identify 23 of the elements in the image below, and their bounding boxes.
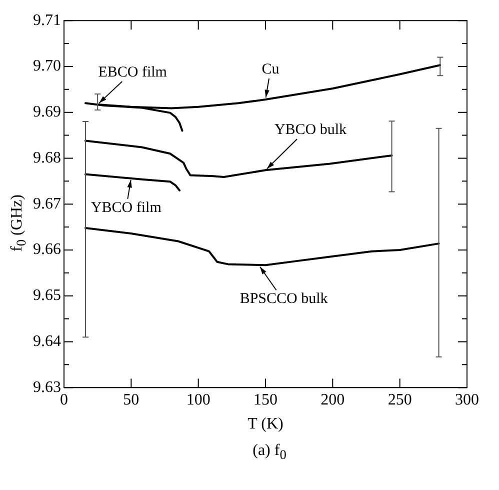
- x-tick-label: 0: [60, 391, 68, 408]
- y-tick-label: 9.63: [33, 378, 61, 396]
- x-tick-label: 150: [254, 391, 278, 408]
- annotation: EBCO film: [98, 64, 168, 80]
- y-tick-label: 9.69: [33, 104, 61, 121]
- y-tick-label: 9.64: [33, 332, 61, 350]
- y-tick-label: 9.65: [33, 287, 61, 304]
- text: (a) f$_{0}$: [252, 442, 288, 464]
- x-axis-title: T (K): [248, 416, 284, 433]
- y-tick-label: 9.68: [33, 149, 61, 166]
- annotation: YBCO bulk: [274, 122, 348, 138]
- x-tick-label: 100: [186, 391, 210, 408]
- x-tick-label: 250: [388, 391, 412, 408]
- x-tick-label: 50: [123, 391, 140, 408]
- x-tick-label: 200: [320, 391, 345, 408]
- y-tick-label: 9.67: [33, 195, 61, 212]
- y-tick-label: 9.71: [33, 12, 61, 29]
- annotation: BPSCCO bulk: [240, 291, 328, 308]
- annotation: YBCO film: [90, 200, 162, 216]
- y-tick-label: 9.66: [33, 241, 61, 258]
- annotation: Cu: [262, 61, 280, 78]
- x-tick-label: 300: [455, 391, 479, 408]
- y-tick-label: 9.70: [33, 58, 61, 75]
